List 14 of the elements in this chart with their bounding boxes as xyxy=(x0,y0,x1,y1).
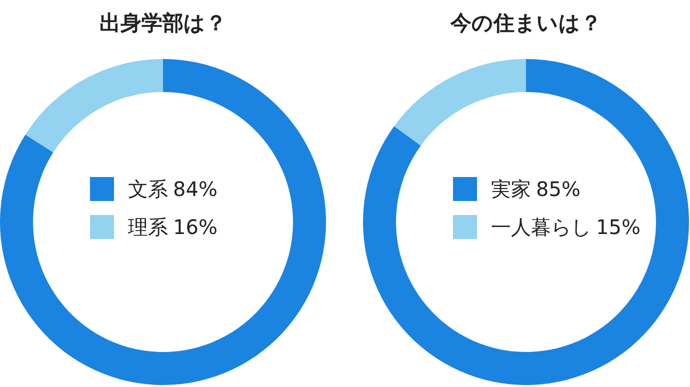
data-label: 16% xyxy=(173,215,218,239)
legend-label: 一人暮らし xyxy=(491,215,591,239)
data-label: 84% xyxy=(173,177,218,201)
data-label: 85% xyxy=(536,177,580,201)
legend-label: 実家 xyxy=(491,177,531,201)
legend-label: 文系 xyxy=(128,177,168,201)
legend-label: 理系 xyxy=(128,215,168,239)
data-label: 15% xyxy=(596,215,640,239)
donut-slice xyxy=(25,59,163,152)
chart-title: 今の住まいは？ xyxy=(450,11,602,35)
chart-title: 出身学部は？ xyxy=(100,11,226,35)
donut-slice xyxy=(0,59,326,385)
donut-slice xyxy=(363,59,689,385)
donut-slice xyxy=(394,59,526,146)
